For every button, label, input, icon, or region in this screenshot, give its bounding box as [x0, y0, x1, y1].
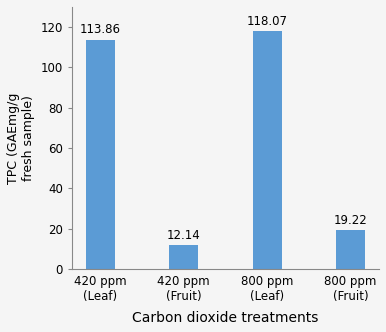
Text: 12.14: 12.14	[167, 229, 201, 242]
Bar	[169, 245, 198, 269]
Text: 19.22: 19.22	[334, 214, 367, 227]
Bar	[86, 40, 115, 269]
Text: 118.07: 118.07	[247, 15, 288, 28]
Y-axis label: TPC (GAEmg/g
fresh sample): TPC (GAEmg/g fresh sample)	[7, 92, 35, 184]
Text: 113.86: 113.86	[80, 24, 121, 37]
Bar	[336, 230, 365, 269]
Bar	[252, 31, 282, 269]
X-axis label: Carbon dioxide treatments: Carbon dioxide treatments	[132, 311, 319, 325]
